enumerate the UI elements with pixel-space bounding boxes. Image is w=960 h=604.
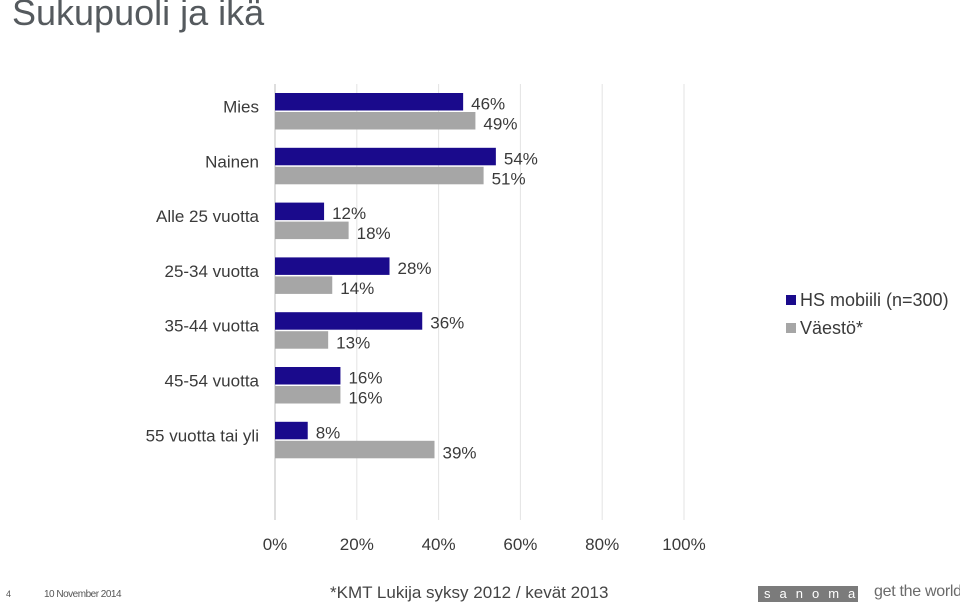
data-label: 13% [336,334,370,353]
category-label: 35-44 vuotta [164,317,259,336]
data-label: 18% [357,224,391,243]
data-label: 39% [443,443,477,462]
legend-label-vaesto: Väestö* [800,318,864,338]
legend-swatch-vaesto [786,323,796,333]
x-tick-label: 40% [422,535,456,554]
bar [275,276,333,294]
x-tick-label: 60% [503,535,537,554]
page-title: Sukupuoli ja ikä [12,0,265,33]
bar [275,367,341,385]
footer-date: 10 November 2014 [44,589,122,600]
data-label: 16% [348,389,382,408]
data-label: 46% [471,95,505,114]
bar [275,421,308,440]
bar [275,386,341,404]
data-label: 16% [348,369,382,388]
bar [275,166,484,185]
data-label: 36% [430,314,464,333]
legend-item-hs-mobiili: HS mobiili (n=300) [786,290,949,311]
bar [275,112,476,130]
data-label: 28% [398,259,432,278]
x-tick-label: 20% [340,535,374,554]
data-label: 49% [483,115,517,134]
bar [275,257,390,275]
data-label: 8% [316,423,341,442]
legend-swatch-hs-mobiili [786,295,796,305]
bar [275,147,496,166]
category-label: 45-54 vuotta [164,372,259,391]
footer-source-note: *KMT Lukija syksy 2012 / kevät 2013 [330,583,609,602]
legend-item-vaesto: Väestö* [786,318,863,339]
x-tick-label: 100% [662,535,705,554]
legend-label-hs-mobiili: HS mobiili (n=300) [800,290,949,310]
bar [275,312,423,330]
bar [275,93,464,111]
category-label: 55 vuotta tai yli [146,426,259,445]
x-tick-label: 80% [585,535,619,554]
category-label: 25-34 vuotta [164,262,259,281]
category-label: Mies [223,98,259,117]
data-label: 54% [504,149,538,168]
bar [275,221,349,240]
bar [275,331,329,349]
x-tick-label: 0% [263,535,288,554]
data-label: 12% [332,204,366,223]
category-label: Alle 25 vuotta [156,207,260,226]
sanoma-logo: sanoma [758,586,858,602]
data-label: 14% [340,279,374,298]
bar [275,202,325,221]
category-label: Nainen [205,152,259,171]
data-label: 51% [492,169,526,188]
bar [275,440,435,459]
page-number: 4 [6,589,12,599]
brand-tagline: get the world [874,583,960,600]
